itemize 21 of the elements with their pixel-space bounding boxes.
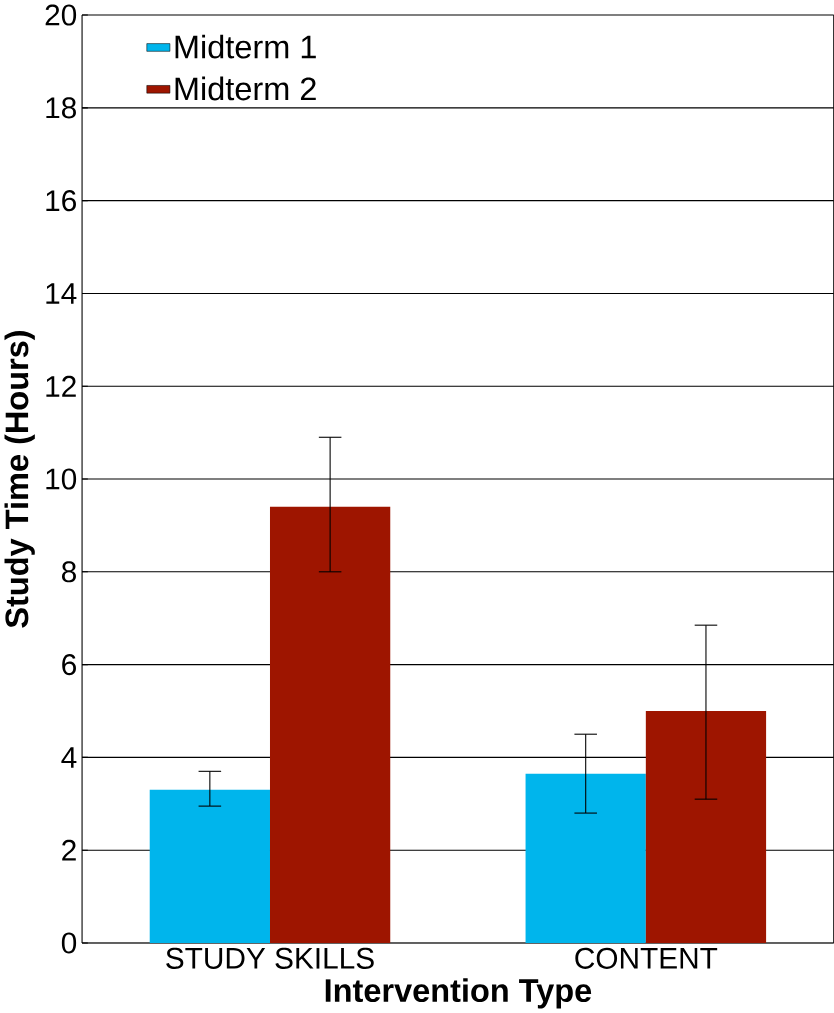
y-tick-label: 4 [61, 747, 77, 768]
x-axis-title: Intervention Type [325, 978, 591, 1009]
y-tick-label: 18 [46, 97, 76, 119]
bar [149, 789, 270, 943]
y-axis-title: Study Time (Hours) [4, 331, 35, 628]
y-tick-label: 2 [62, 839, 76, 861]
y-tick-label: 12 [46, 375, 76, 397]
y-tick-label: 16 [46, 190, 76, 212]
bar [269, 506, 391, 943]
x-tick-label: STUDY SKILLS [166, 947, 374, 969]
y-tick-label: 10 [46, 468, 76, 490]
bar [645, 711, 766, 943]
x-tick-label: CONTENT [575, 947, 718, 969]
y-tick-label: 8 [61, 561, 76, 583]
bar [525, 773, 646, 943]
legend-label: Midterm 1 [175, 34, 316, 59]
y-tick-label: 0 [61, 932, 76, 954]
legend-label: Midterm 2 [175, 76, 316, 101]
y-tick-label: 20 [45, 4, 76, 26]
y-tick-label: 14 [46, 283, 77, 304]
y-tick-label: 6 [62, 654, 76, 676]
